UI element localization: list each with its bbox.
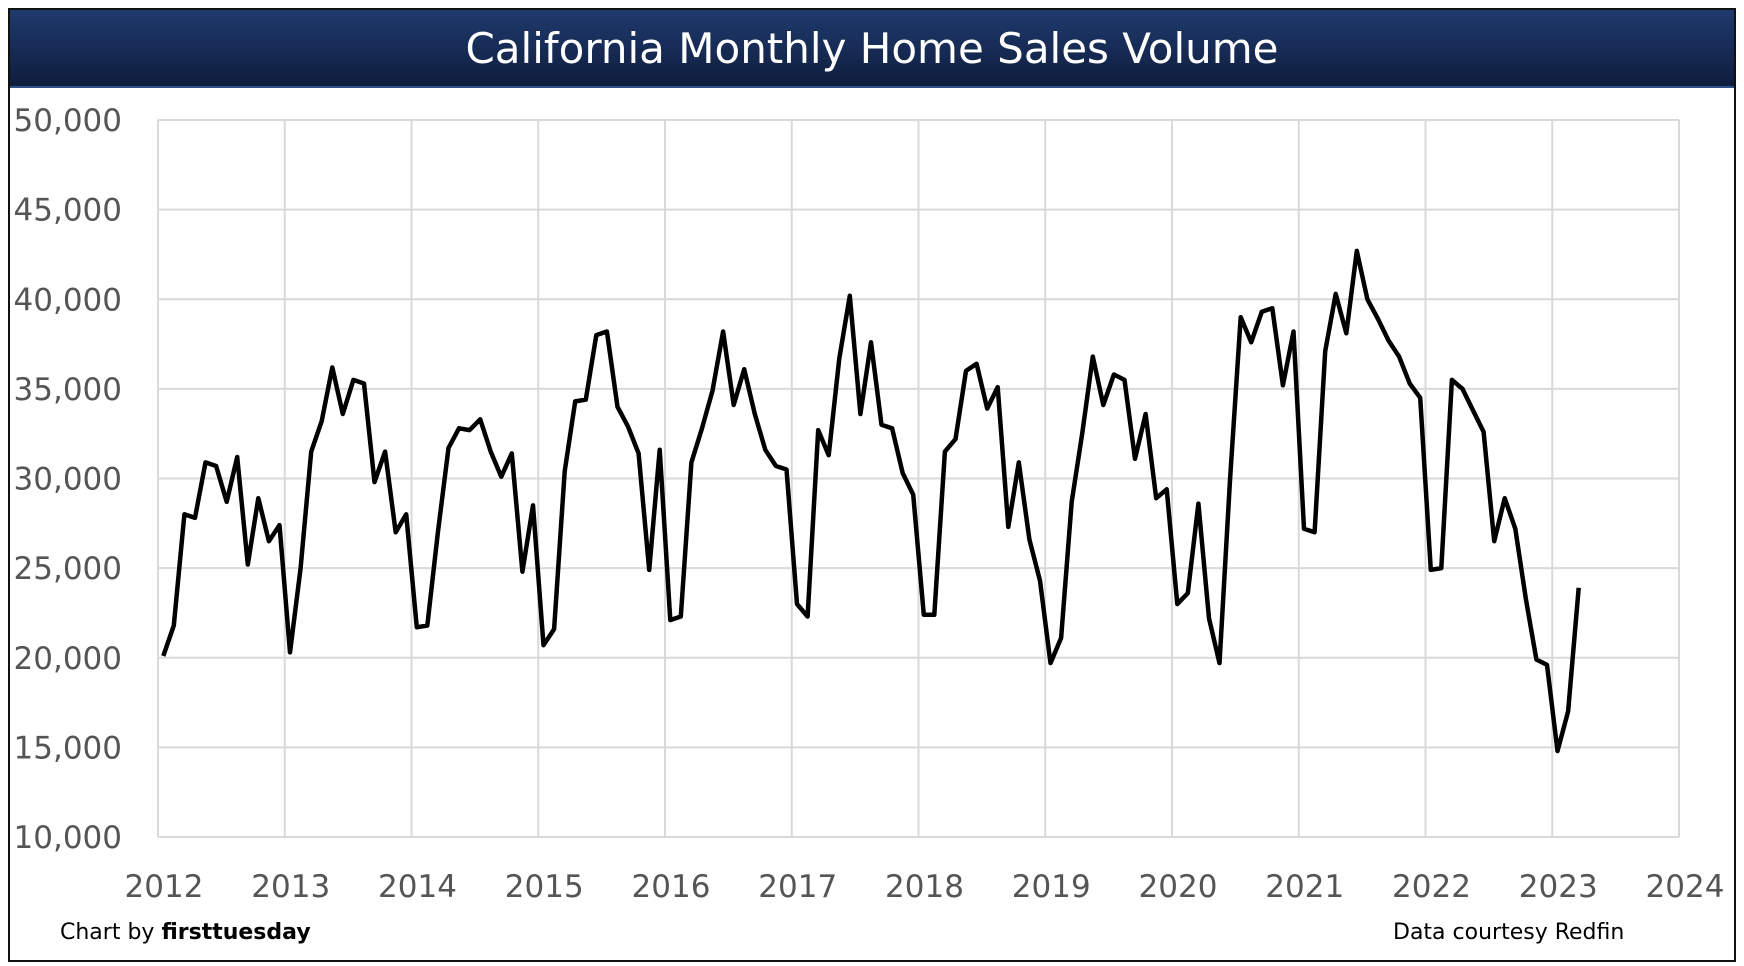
- y-tick-label: 45,000: [14, 193, 122, 229]
- y-tick-label: 35,000: [14, 372, 122, 408]
- x-axis-ticks: 2012 2013 2014 2015 2016 2017 2018 2019 2020 2021…: [125, 869, 1725, 905]
- title-bar: California Monthly Home Sales Volume: [10, 10, 1734, 88]
- credit-prefix: Chart by: [60, 920, 162, 945]
- y-tick-label: 30,000: [14, 462, 122, 498]
- y-tick-label: 15,000: [14, 730, 122, 766]
- x-tick-label: 2013: [251, 869, 330, 905]
- x-tick-label: 2016: [632, 869, 711, 905]
- x-tick-label: 2014: [378, 869, 457, 905]
- x-tick-label: 2022: [1392, 869, 1471, 905]
- y-tick-label: 25,000: [14, 551, 122, 587]
- x-tick-label: 2012: [125, 869, 204, 905]
- y-axis-ticks: 10,000 15,000 20,000 25,000 30,000 35,000 40,0…: [14, 103, 122, 856]
- y-tick-label: 40,000: [14, 282, 122, 318]
- y-tick-label: 10,000: [14, 820, 122, 856]
- x-tick-label: 2018: [885, 869, 964, 905]
- y-tick-label: 50,000: [14, 103, 122, 139]
- x-tick-label: 2019: [1012, 869, 1091, 905]
- chart-credit: Chart by firsttuesday: [60, 920, 311, 945]
- x-tick-label: 2023: [1519, 869, 1598, 905]
- credit-brand: firsttuesday: [161, 920, 311, 945]
- gridlines: [157, 119, 1680, 838]
- x-tick-label: 2024: [1646, 869, 1725, 905]
- data-source: Data courtesy Redfin: [1393, 920, 1625, 945]
- x-tick-label: 2020: [1139, 869, 1218, 905]
- x-tick-label: 2015: [505, 869, 584, 905]
- series-line: [161, 248, 1581, 754]
- y-tick-label: 20,000: [14, 641, 122, 677]
- x-tick-label: 2017: [758, 869, 837, 905]
- chart-title: California Monthly Home Sales Volume: [465, 23, 1279, 73]
- x-tick-label: 2021: [1265, 869, 1344, 905]
